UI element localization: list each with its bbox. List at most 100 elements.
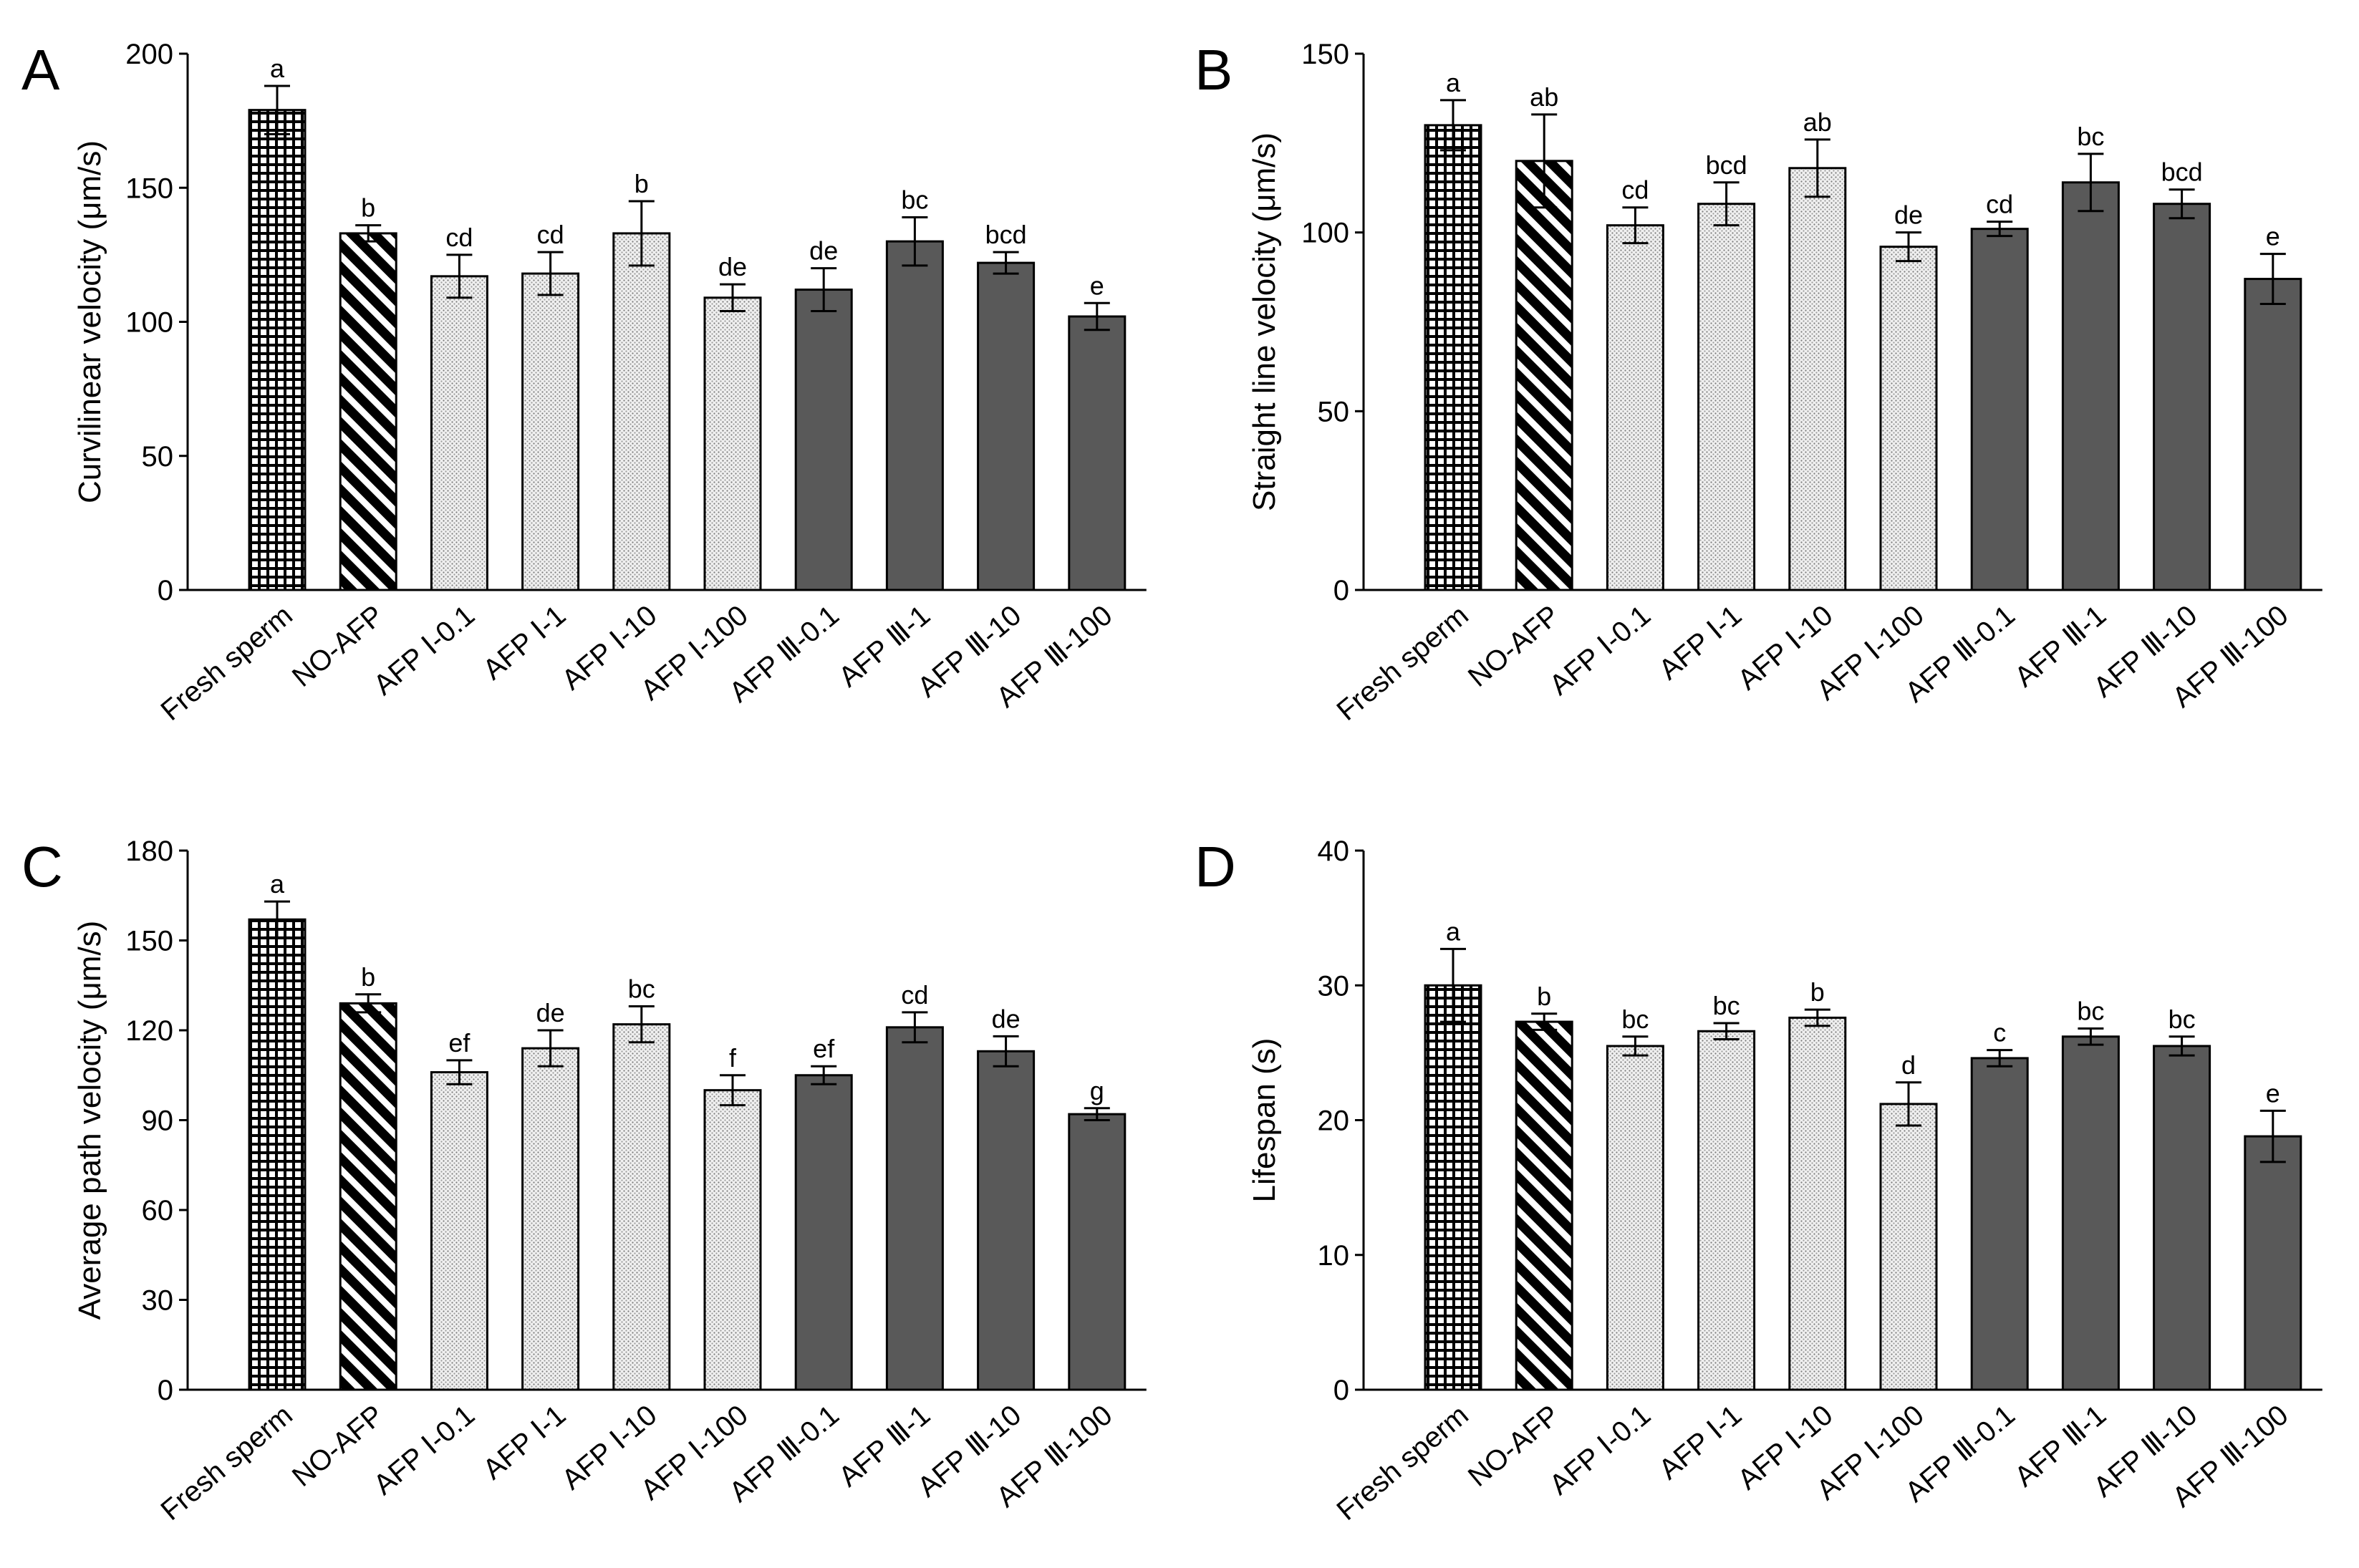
bar: [1606, 224, 1664, 591]
bar: [2244, 1135, 2302, 1391]
significance-letter: de: [992, 1004, 1021, 1033]
significance-letter: bc: [2077, 122, 2104, 151]
x-category-label: Fresh sperm: [155, 1399, 299, 1526]
significance-letter: b: [635, 169, 649, 198]
panel-letter: A: [21, 38, 60, 102]
y-axis-title: Curvilinear velocity (μm/s): [72, 140, 107, 503]
bar: [1515, 1020, 1573, 1391]
y-tick-label: 180: [125, 836, 173, 867]
significance-letter: bcd: [1706, 150, 1747, 180]
significance-letter: ab: [1530, 82, 1558, 112]
bar: [612, 1023, 671, 1391]
x-category-label: AFP Ⅰ-0.1: [1544, 1399, 1657, 1501]
bar: [339, 1002, 397, 1391]
panel-c: C 0 30 60 90 120 150 180 Average path velocity (…: [21, 835, 1147, 1526]
significance-letter: de: [536, 998, 565, 1027]
bar: [1068, 315, 1127, 591]
bar: [885, 240, 944, 591]
y-tick-label: 0: [1333, 575, 1349, 606]
significance-letter: d: [1901, 1050, 1916, 1080]
significance-letter: ef: [813, 1034, 835, 1063]
x-category-label: AFP Ⅰ-0.1: [1544, 599, 1657, 701]
x-category-label: Fresh sperm: [1331, 1399, 1475, 1526]
bar: [1424, 984, 1482, 1391]
bar: [703, 296, 762, 591]
panel-letter: B: [1195, 38, 1232, 102]
y-tick-label: 0: [158, 575, 173, 606]
bar: [1788, 1016, 1847, 1391]
bar: [248, 918, 307, 1391]
significance-letter: bcd: [2161, 158, 2203, 187]
significance-letter: a: [1446, 916, 1461, 946]
significance-letter: e: [1090, 271, 1104, 300]
y-tick-label: 50: [1318, 396, 1350, 427]
significance-letter: b: [1810, 977, 1825, 1007]
panel-letter: D: [1195, 835, 1236, 899]
x-category-label: AFP Ⅰ-0.1: [368, 599, 481, 701]
bar: [1788, 167, 1847, 591]
y-tick-label: 100: [125, 307, 173, 339]
significance-letter: a: [270, 54, 285, 83]
bar: [1068, 1113, 1127, 1391]
significance-letter: cd: [901, 980, 928, 1010]
bar: [1424, 124, 1482, 591]
significance-letter: cd: [445, 223, 473, 252]
y-axis-title: Average path velocity (μm/s): [72, 921, 107, 1320]
y-tick-label: 10: [1318, 1240, 1350, 1272]
significance-letter: bc: [1713, 991, 1740, 1020]
x-category-label: AFP Ⅰ-0.1: [368, 1399, 481, 1501]
panel-b: B 0 50 100 150 Straight line velocity (μm/s) a…: [1195, 38, 2322, 727]
y-tick-label: 20: [1318, 1105, 1350, 1137]
bar: [977, 1050, 1036, 1391]
bar: [430, 1071, 488, 1391]
significance-letter: cd: [1621, 175, 1649, 205]
significance-letter: f: [729, 1043, 737, 1073]
bar: [2153, 203, 2211, 591]
y-tick-label: 30: [1318, 970, 1350, 1002]
x-category-label: Fresh sperm: [155, 599, 299, 727]
bar: [885, 1026, 944, 1391]
significance-letter: bc: [2169, 1005, 2196, 1034]
bar: [339, 232, 397, 591]
significance-letter: e: [2266, 1078, 2280, 1108]
significance-letter: g: [1090, 1076, 1104, 1105]
significance-letter: b: [1537, 982, 1551, 1011]
bar: [1606, 1045, 1664, 1391]
bar: [248, 109, 307, 591]
y-tick-label: 0: [1333, 1375, 1349, 1406]
y-tick-label: 120: [125, 1015, 173, 1047]
significance-letter: ab: [1803, 107, 1832, 137]
bar: [430, 275, 488, 591]
bar: [794, 289, 853, 591]
bar: [521, 272, 580, 591]
significance-letter: bc: [628, 974, 655, 1004]
bar: [703, 1089, 762, 1391]
bar: [977, 261, 1036, 591]
bar: [2244, 278, 2302, 591]
bar: [521, 1047, 580, 1391]
significance-letter: de: [809, 236, 838, 266]
significance-letter: b: [361, 962, 375, 992]
y-tick-label: 30: [142, 1285, 174, 1317]
bar: [2061, 1035, 2120, 1391]
significance-letter: bc: [2077, 996, 2104, 1025]
significance-letter: cd: [537, 220, 564, 249]
y-tick-label: 40: [1318, 836, 1350, 867]
y-axis-title: Lifespan (s): [1247, 1038, 1282, 1203]
y-tick-label: 150: [125, 926, 173, 957]
bar: [1697, 203, 1756, 591]
bar: [1697, 1030, 1756, 1391]
y-tick-label: 90: [142, 1105, 174, 1137]
panel-letter: C: [21, 835, 63, 899]
y-axis-title: Straight line velocity (μm/s): [1247, 132, 1282, 511]
bar: [1879, 1103, 1938, 1391]
bar: [2153, 1045, 2211, 1391]
bar: [794, 1074, 853, 1391]
y-tick-label: 200: [125, 39, 173, 70]
panel-a: A 0 50 100 150 200 Curvilinear velocity (μm/s)…: [21, 38, 1147, 727]
y-tick-label: 0: [158, 1375, 173, 1406]
significance-letter: bc: [1621, 1005, 1649, 1034]
bar: [1515, 160, 1573, 591]
x-category-label: Fresh sperm: [1331, 599, 1475, 727]
